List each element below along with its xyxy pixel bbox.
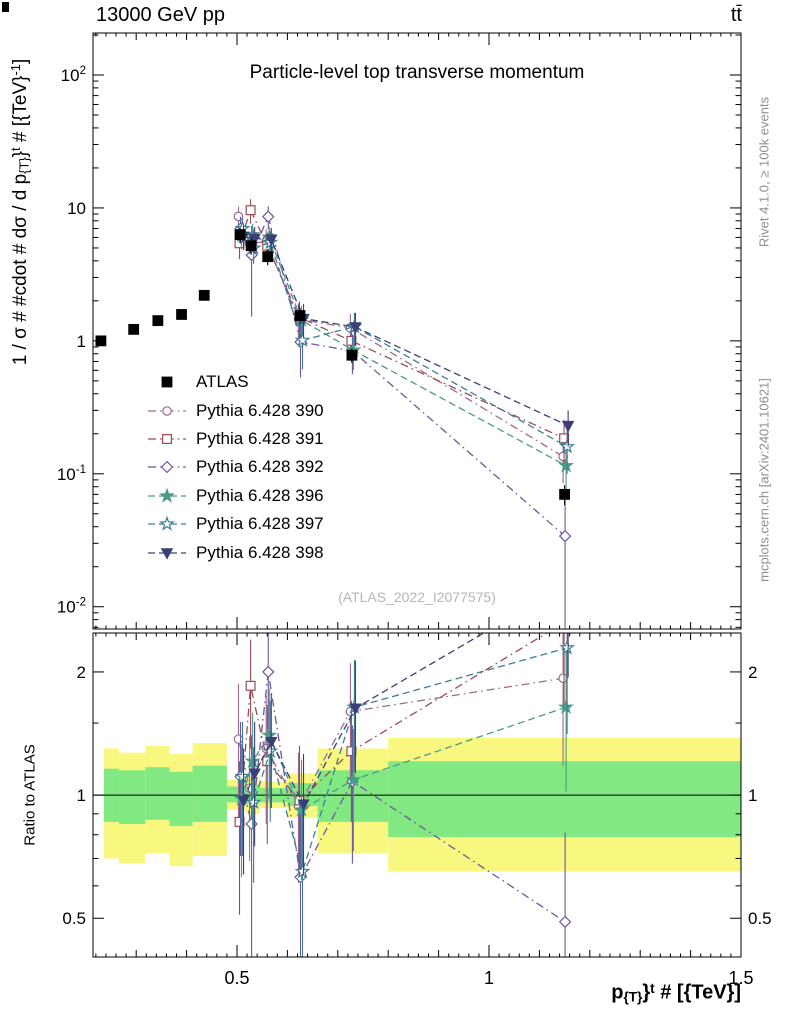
main-series [95, 199, 576, 629]
legend-marker-icon [148, 515, 186, 531]
svg-text:102: 102 [61, 65, 86, 85]
legend-marker-icon [148, 487, 186, 503]
y-title-part: ] [9, 58, 31, 65]
legend-item-label: Pythia 6.428 398 [196, 542, 324, 562]
svg-text:10: 10 [67, 199, 86, 218]
rivet-version-label: Rivet 4.1.0, ≥ 100k events [756, 96, 772, 248]
corner-mark [2, 2, 9, 12]
legend-item-label: Pythia 6.428 390 [196, 400, 324, 420]
x-title-part: # [{TeV}] [654, 981, 741, 1004]
svg-text:1.5: 1.5 [728, 968, 753, 988]
beam-energy-label: 13000 GeV pp [96, 4, 225, 26]
legend-item: Pythia 6.428 398 [146, 538, 324, 566]
legend-marker-icon [161, 376, 173, 388]
tick-labels: 102 10 1 10-1 10-2 2 2 1 1 0.5 0.5 0.5 1 1.5 [57, 65, 772, 988]
svg-text:1: 1 [748, 786, 757, 805]
x-axis-title: p{T}}t # [{TeV}] [611, 981, 741, 1005]
svg-text:1: 1 [77, 332, 86, 351]
x-title-sup: t [650, 981, 655, 996]
legend-item: Pythia 6.428 392 [146, 453, 324, 481]
legend-marker-icon [148, 405, 186, 416]
legend-item-label: Pythia 6.428 397 [196, 514, 324, 534]
main-y-axis-title: 1 / σ # #cdot # dσ / d p{T}}t # [{TeV}-1… [8, 59, 32, 365]
legend-item: Pythia 6.428 396 [146, 482, 324, 510]
legend-item-label: Pythia 6.428 392 [196, 457, 324, 477]
svg-text:0.5: 0.5 [224, 968, 249, 988]
legend-item: Pythia 6.428 397 [146, 510, 324, 538]
y-title-sub: {T} [16, 157, 32, 174]
x-title-part: } [642, 981, 651, 1004]
svg-text:1: 1 [77, 786, 86, 805]
legend-item-label: ATLAS [196, 372, 249, 392]
legend-item: Pythia 6.428 390 [146, 396, 324, 424]
legend-item: ATLAS [146, 368, 324, 396]
process-label: tt̄ [730, 4, 742, 26]
svg-text:10-2: 10-2 [57, 597, 86, 617]
svg-text:2: 2 [748, 663, 757, 682]
mcplots-credit-label: mcplots.cern.ch [arXiv:2401.10621] [756, 378, 772, 582]
svg-text:0.5: 0.5 [748, 909, 772, 928]
ratio-panel-frame [92, 632, 742, 958]
ratio-y-axis-title: Ratio to ATLAS [21, 744, 39, 846]
svg-text:1: 1 [484, 968, 494, 988]
y-title-part: 1 / σ # #cdot # dσ / d p [9, 173, 31, 366]
legend-marker-icon [148, 461, 186, 474]
analysis-watermark: (ATLAS_2022_I2077575) [338, 589, 496, 605]
y-title-sup: -1 [8, 64, 24, 76]
legend-item-label: Pythia 6.428 391 [196, 428, 324, 448]
legend-marker-icon [148, 547, 186, 560]
main-panel-frame [92, 32, 742, 630]
svg-text:0.5: 0.5 [62, 909, 86, 928]
plot-title: Particle-level top transverse momentum [249, 62, 585, 83]
svg-text:2: 2 [77, 663, 86, 682]
legend-item: Pythia 6.428 391 [146, 425, 324, 453]
y-title-sup: t [8, 147, 24, 151]
ratio-series [233, 633, 576, 957]
x-title-part: p [611, 981, 624, 1004]
axes-ticks [93, 33, 742, 957]
x-title-sub: {T} [623, 989, 643, 1005]
y-title-part: # [{TeV} [9, 75, 31, 148]
legend-marker-icon [148, 433, 186, 444]
legend: ATLAS Pythia 6.428 390 Pythia 6.428 391 Pyt… [146, 368, 324, 567]
y-title-part: } [9, 150, 31, 158]
ratio-uncertainty-bands [103, 737, 741, 872]
legend-item-label: Pythia 6.428 396 [196, 485, 324, 505]
svg-text:10-1: 10-1 [57, 464, 86, 484]
